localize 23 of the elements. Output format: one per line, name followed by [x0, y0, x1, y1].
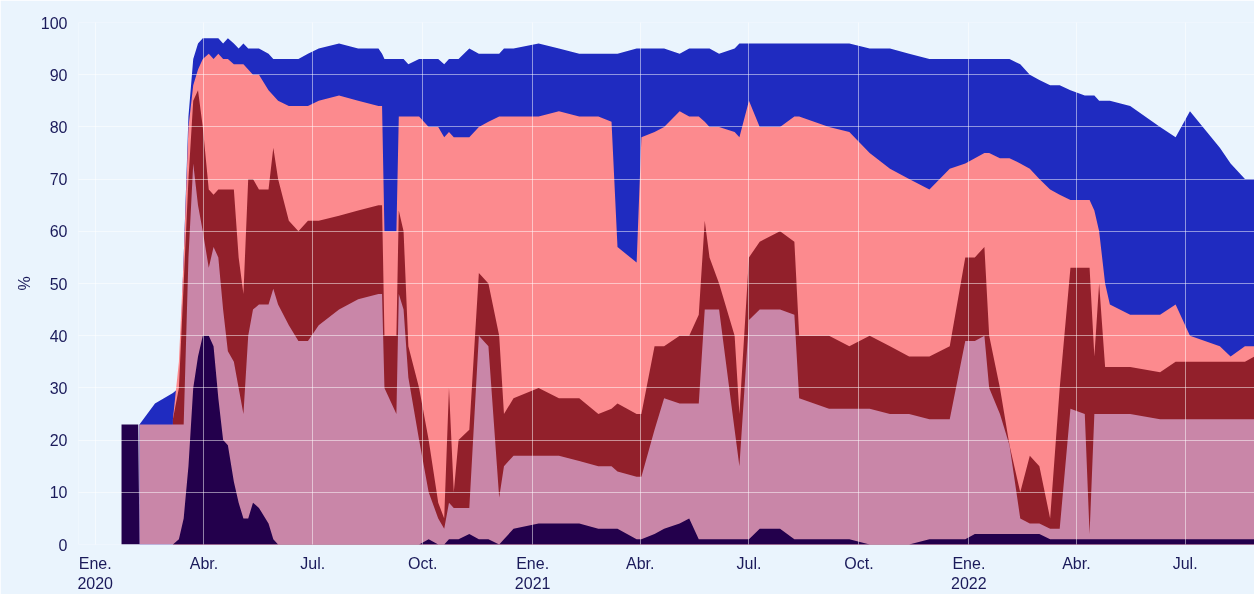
y-tick-label: 60 [49, 223, 68, 241]
x-tick-label: Abr. [1062, 554, 1091, 572]
y-tick-label: 90 [49, 66, 68, 84]
x-tick-label: Ene. 2021 [514, 554, 551, 592]
x-tick-label: Ene. 2022 [951, 554, 987, 592]
x-tick-label: Jul. [736, 554, 762, 572]
x-tick-label: Jul. [1172, 554, 1198, 572]
y-tick-label: 70 [49, 171, 68, 189]
y-tick-label: 20 [49, 432, 68, 450]
y-tick-label: 50 [49, 275, 68, 293]
x-tick-label: Jul. [300, 554, 326, 572]
y-tick-label: 10 [49, 484, 68, 502]
x-tick-label: Oct. [844, 554, 874, 572]
x-tick-label: Abr. [625, 554, 655, 572]
x-tick-label: Oct. [408, 554, 438, 572]
y-tick-label: 0 [58, 536, 68, 554]
x-tick-label: Abr. [189, 554, 219, 572]
y-tick-label: 100 [40, 14, 68, 32]
y-tick-label: 40 [49, 327, 68, 345]
y-tick-label: 30 [49, 379, 68, 397]
y-axis-title: % [15, 276, 33, 291]
y-tick-label: 80 [49, 118, 68, 136]
x-tick-label: Ene. 2020 [77, 554, 114, 592]
